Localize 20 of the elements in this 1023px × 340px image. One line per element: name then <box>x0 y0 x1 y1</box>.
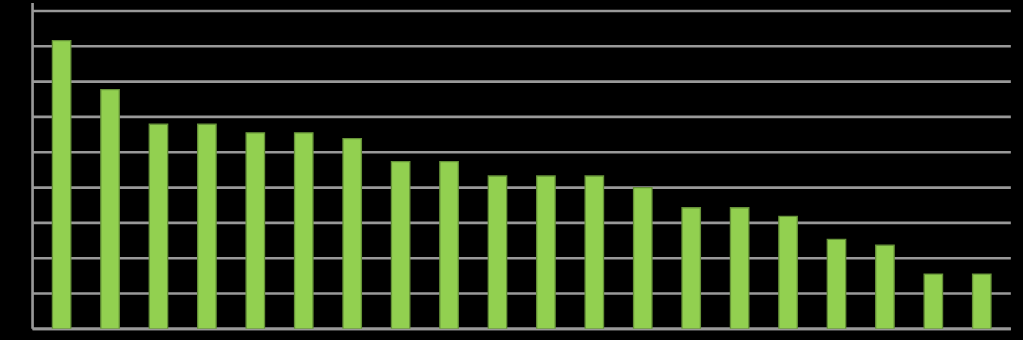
bar <box>100 88 120 329</box>
bar <box>148 123 169 329</box>
bar <box>729 207 750 329</box>
bar <box>51 39 72 329</box>
bar <box>923 273 944 329</box>
bar <box>439 160 459 329</box>
bar <box>293 132 314 329</box>
bar <box>342 137 363 329</box>
bar <box>390 160 411 329</box>
bar <box>681 207 702 329</box>
bar <box>778 215 798 329</box>
bar <box>632 186 653 329</box>
bar <box>536 175 556 329</box>
bar <box>487 175 508 329</box>
bar <box>875 244 895 329</box>
bar <box>971 273 992 329</box>
bar <box>197 123 217 329</box>
bar <box>584 175 605 329</box>
bar <box>245 132 266 329</box>
bar <box>826 238 847 329</box>
